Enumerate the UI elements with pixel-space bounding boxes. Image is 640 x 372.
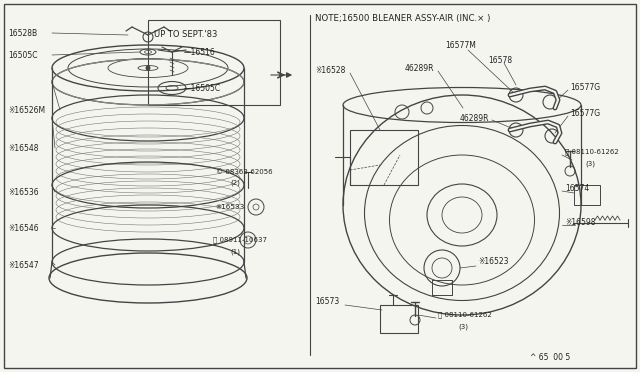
Text: ※16546: ※16546 bbox=[8, 224, 38, 232]
Text: ※16526M: ※16526M bbox=[8, 106, 45, 115]
Text: © 08363-62056: © 08363-62056 bbox=[216, 169, 273, 175]
Text: 16528B: 16528B bbox=[8, 29, 37, 38]
Bar bbox=[574, 185, 600, 205]
Text: 16573: 16573 bbox=[315, 298, 339, 307]
Text: 16577G: 16577G bbox=[570, 109, 600, 118]
Text: ※16528: ※16528 bbox=[315, 65, 346, 74]
Text: ^ 65  00 5: ^ 65 00 5 bbox=[530, 353, 570, 362]
Text: 16505C: 16505C bbox=[8, 51, 38, 60]
Text: NOTE;16500 BLEANER ASSY-AIR (INC.× ): NOTE;16500 BLEANER ASSY-AIR (INC.× ) bbox=[315, 13, 490, 22]
Text: 16577M: 16577M bbox=[445, 41, 476, 49]
Text: (3): (3) bbox=[585, 161, 595, 167]
Bar bbox=[380, 305, 418, 333]
Text: —16505C: —16505C bbox=[184, 83, 221, 93]
Text: Ⓝ 08911-10637: Ⓝ 08911-10637 bbox=[213, 237, 267, 243]
Text: UP TO SEPT.'83: UP TO SEPT.'83 bbox=[154, 29, 218, 38]
Text: ※16598: ※16598 bbox=[565, 218, 595, 227]
Text: (3): (3) bbox=[458, 324, 468, 330]
Text: 46289R: 46289R bbox=[405, 64, 435, 73]
Text: ※16533: ※16533 bbox=[215, 204, 244, 210]
Text: ※16547: ※16547 bbox=[8, 260, 38, 269]
Text: 46289R: 46289R bbox=[460, 113, 490, 122]
Bar bbox=[350, 130, 418, 185]
Text: Ⓑ 08110-61262: Ⓑ 08110-61262 bbox=[565, 149, 619, 155]
Text: —16516: —16516 bbox=[184, 48, 216, 57]
Text: (2): (2) bbox=[230, 180, 240, 186]
Text: 16574: 16574 bbox=[565, 183, 589, 192]
Text: (1): (1) bbox=[230, 249, 240, 255]
Text: 16578: 16578 bbox=[488, 55, 512, 64]
Text: 16577G: 16577G bbox=[570, 83, 600, 92]
Text: Ⓑ 08110-61262: Ⓑ 08110-61262 bbox=[438, 312, 492, 318]
Circle shape bbox=[146, 66, 150, 70]
Bar bbox=[148, 20, 280, 105]
Text: ※16548: ※16548 bbox=[8, 144, 38, 153]
Text: ※16536: ※16536 bbox=[8, 187, 38, 196]
Text: ※16523: ※16523 bbox=[478, 257, 509, 266]
